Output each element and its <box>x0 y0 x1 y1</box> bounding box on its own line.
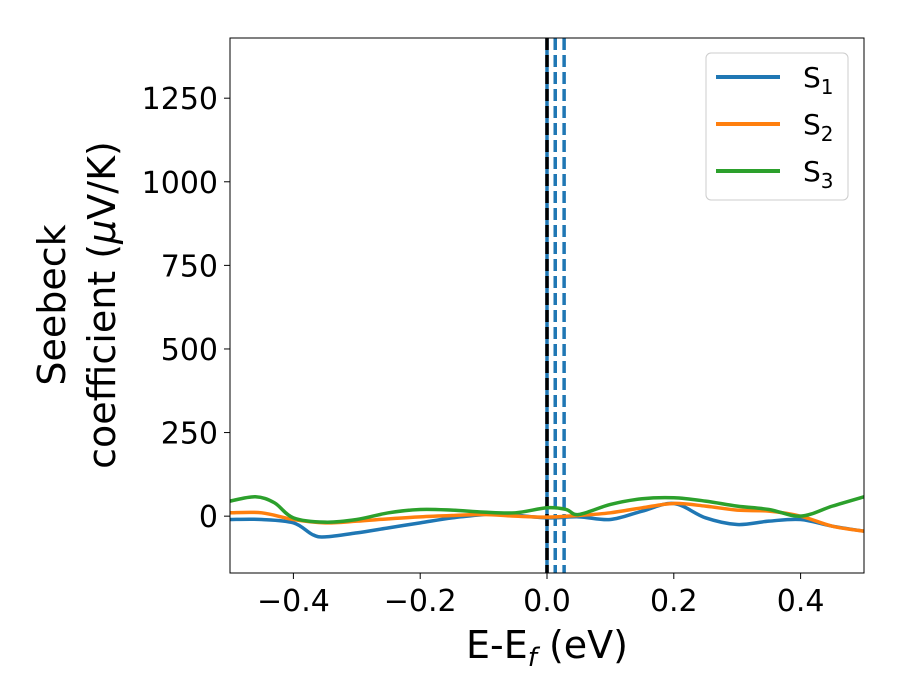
y-axis-title-line1: Seebeck <box>30 224 74 385</box>
x-tick-label: −0.2 <box>384 584 457 619</box>
y-axis-title: Seebeck coefficient (μV/K) <box>30 141 124 469</box>
y-axis-ticks: 0 250 500 750 1000 1250 <box>142 82 230 535</box>
series-line-s3 <box>230 495 864 524</box>
legend-label-s1: S1 <box>803 61 834 99</box>
x-tick-label: −0.4 <box>257 584 330 619</box>
legend-label-s2: S2 <box>803 108 834 146</box>
y-tick-label: 750 <box>161 249 218 284</box>
y-axis-title-line2: coefficient (μV/K) <box>80 141 124 469</box>
legend-box <box>705 52 849 201</box>
y-tick-label: 500 <box>161 333 218 368</box>
y-tick-label: 1000 <box>142 166 218 201</box>
legend: S1 S2 S3 <box>705 52 849 201</box>
x-axis-ticks: −0.4 −0.2 0.0 0.2 0.4 <box>257 573 824 619</box>
y-tick-label: 250 <box>161 417 218 452</box>
x-axis-title: E-Ef (eV) <box>466 623 628 673</box>
legend-label-s3: S3 <box>803 155 834 193</box>
y-tick-label: 0 <box>199 500 218 535</box>
x-tick-label: 0.0 <box>523 584 571 619</box>
x-tick-label: 0.4 <box>777 584 825 619</box>
x-tick-label: 0.2 <box>650 584 698 619</box>
series-lines <box>230 495 864 539</box>
y-tick-label: 1250 <box>142 82 218 117</box>
reference-lines <box>545 38 566 573</box>
